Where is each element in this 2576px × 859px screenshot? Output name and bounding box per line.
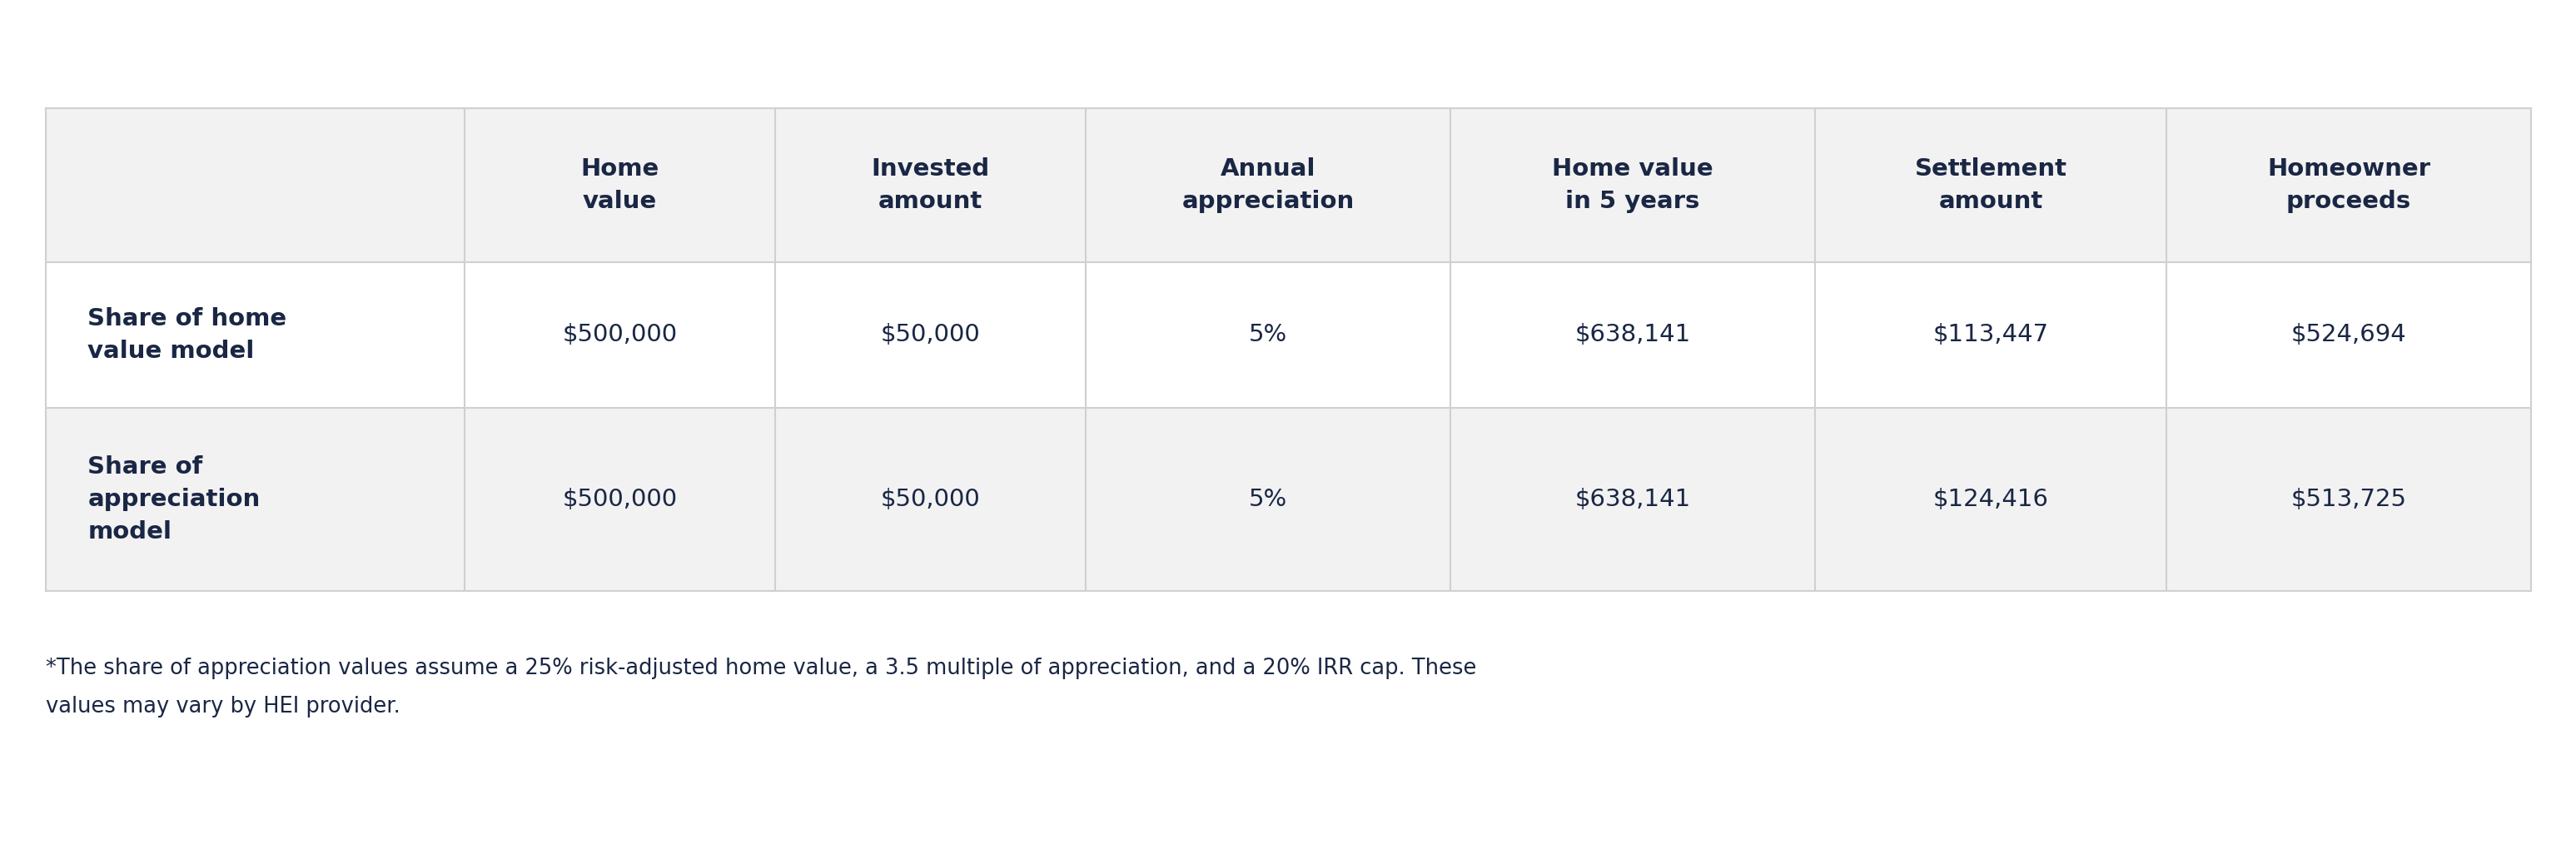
Text: $638,141: $638,141 <box>1574 488 1690 511</box>
Text: $113,447: $113,447 <box>1932 323 2048 347</box>
Text: $500,000: $500,000 <box>562 488 677 511</box>
Text: $124,416: $124,416 <box>1932 488 2048 511</box>
Text: $513,725: $513,725 <box>2290 488 2406 511</box>
Text: Homeowner
proceeds: Homeowner proceeds <box>2267 157 2429 213</box>
Bar <box>46 108 2532 262</box>
Text: $638,141: $638,141 <box>1574 323 1690 347</box>
Text: $500,000: $500,000 <box>562 323 677 347</box>
Text: Settlement
amount: Settlement amount <box>1914 157 2066 213</box>
Bar <box>46 408 2532 591</box>
Text: $50,000: $50,000 <box>881 488 981 511</box>
Text: *The share of appreciation values assume a 25% risk-adjusted home value, a 3.5 m: *The share of appreciation values assume… <box>46 658 1476 679</box>
Text: Share of
appreciation
model: Share of appreciation model <box>88 455 260 544</box>
Text: values may vary by HEI provider.: values may vary by HEI provider. <box>46 696 399 717</box>
Bar <box>46 262 2532 408</box>
Text: Invested
amount: Invested amount <box>871 157 989 213</box>
Text: $524,694: $524,694 <box>2290 323 2406 347</box>
Text: $50,000: $50,000 <box>881 323 981 347</box>
Text: 5%: 5% <box>1249 323 1288 347</box>
Text: Share of home
value model: Share of home value model <box>88 308 286 362</box>
Text: 5%: 5% <box>1249 488 1288 511</box>
Text: Home
value: Home value <box>580 157 659 213</box>
Text: Home value
in 5 years: Home value in 5 years <box>1553 157 1713 213</box>
Text: Annual
appreciation: Annual appreciation <box>1182 157 1355 213</box>
